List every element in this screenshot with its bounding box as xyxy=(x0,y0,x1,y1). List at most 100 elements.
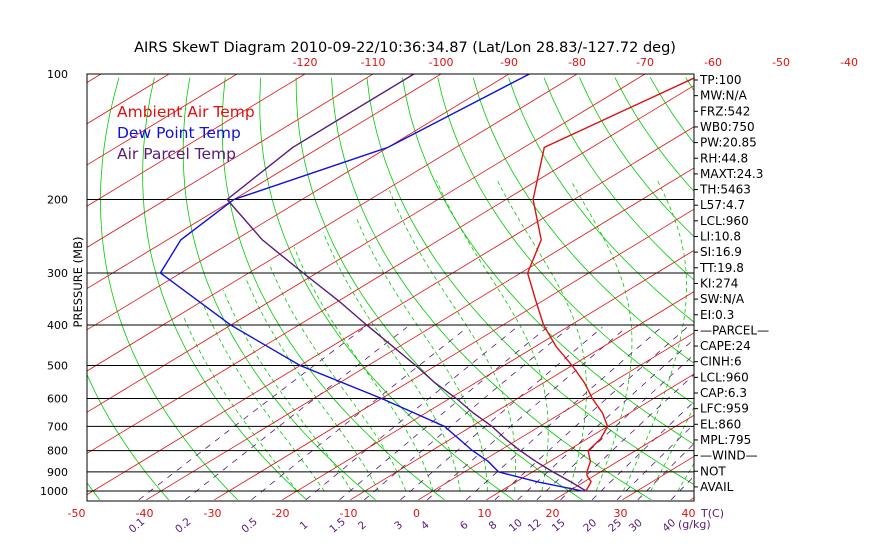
air-parcel-temp-line xyxy=(226,74,587,492)
top-temperature-tick-label: -40 xyxy=(840,56,858,69)
dry-adiabat-line xyxy=(863,78,870,500)
mixing-ratio-line xyxy=(616,423,694,501)
index-value: —WIND— xyxy=(700,449,758,463)
mixing-ratio-tick-label: 30 xyxy=(627,517,645,535)
top-temperature-tick-label: -80 xyxy=(568,56,586,69)
mixing-ratio-line xyxy=(591,401,694,501)
index-value: TP:100 xyxy=(699,73,742,87)
mixing-ratio-line xyxy=(670,475,694,501)
isotherm-line xyxy=(146,167,694,501)
index-value: CINH:6 xyxy=(700,355,742,369)
legend-air-parcel-temp: Air Parcel Temp xyxy=(117,145,236,163)
moist-adiabat-line xyxy=(245,278,379,492)
mixing-ratio-tick-label: 10 xyxy=(507,517,525,535)
y-axis-label: PRESSURE (MB) xyxy=(71,237,85,328)
index-value: —PARCEL— xyxy=(700,323,769,337)
mixing-ratio-line xyxy=(339,326,548,501)
index-value: MPL:795 xyxy=(700,433,751,447)
index-value: SW:N/A xyxy=(700,292,745,306)
legend-dew-point-temp: Dew Point Temp xyxy=(117,124,241,142)
pressure-tick-label: 1000 xyxy=(40,485,68,498)
dew-point-temp-line xyxy=(159,74,583,492)
moist-adiabat-line xyxy=(293,246,434,492)
mixing-ratio-line xyxy=(184,326,408,501)
mixing-ratio-line xyxy=(305,326,517,501)
moist-adiabat-line xyxy=(496,180,587,492)
index-value: L57:4.7 xyxy=(700,198,745,212)
isotherm-line xyxy=(87,85,694,454)
bottom-temperature-tick-label: 40 xyxy=(682,507,696,520)
index-value: FRZ:542 xyxy=(700,104,750,118)
top-temperature-tick-label: -120 xyxy=(293,56,318,69)
moist-adiabat-line xyxy=(355,216,488,492)
pressure-tick-label: 700 xyxy=(47,420,68,433)
moist-adiabat-line xyxy=(182,315,298,492)
pressure-tick-label: 900 xyxy=(47,466,68,479)
pressure-tick-label: 500 xyxy=(47,359,68,372)
top-temperature-tick-label: -60 xyxy=(704,56,722,69)
mixing-ratio-tick-label: 4 xyxy=(419,519,432,533)
bottom-temperature-tick-label: -50 xyxy=(68,507,86,520)
isotherm-line xyxy=(87,74,374,248)
dry-adiabat-line xyxy=(259,77,514,501)
mixing-ratio-tick-label: 2 xyxy=(356,519,369,532)
mixing-ratio-line xyxy=(138,326,365,501)
index-value: TH:5463 xyxy=(699,183,751,197)
bottom-temperature-tick-label: -10 xyxy=(340,507,358,520)
index-value: NOT xyxy=(700,464,726,478)
moist-adiabat-line xyxy=(322,232,461,492)
dry-adiabat-line xyxy=(472,77,694,364)
mixing-ratio-line xyxy=(251,326,468,501)
moist-adiabat-line xyxy=(436,180,549,492)
dry-adiabat-line xyxy=(87,482,101,501)
index-value: CAP:6.3 xyxy=(700,386,747,400)
mixing-ratio-line xyxy=(494,326,688,501)
moist-adiabat-line xyxy=(650,405,694,492)
isotherm-line xyxy=(87,74,442,290)
bottom-temperature-tick-label: -30 xyxy=(204,507,222,520)
index-value: LCL:960 xyxy=(700,214,749,228)
mixing-ratio-line xyxy=(465,326,662,501)
dry-adiabat-line xyxy=(295,77,583,501)
temperature-unit-label: T(C) xyxy=(700,507,724,520)
plot-frame xyxy=(86,73,695,502)
index-value: KI:274 xyxy=(700,276,738,290)
top-temperature-tick-label: -70 xyxy=(636,56,654,69)
isotherm-line xyxy=(87,126,694,496)
mixing-ratio-line xyxy=(426,326,627,501)
isotherm-line xyxy=(486,373,694,501)
top-temperature-tick-label: -90 xyxy=(500,56,518,69)
mixing-ratio-unit-label: (g/kg) xyxy=(678,518,711,531)
dry-adiabat-line xyxy=(100,77,238,501)
mixing-ratio-tick-label: 3 xyxy=(392,519,405,532)
ambient-air-temp-line xyxy=(526,77,694,492)
index-value: EL:860 xyxy=(700,417,741,431)
isotherm-line xyxy=(826,55,870,500)
isotherm-line xyxy=(87,74,170,125)
mixing-ratio-tick-label: 12 xyxy=(526,517,544,535)
dry-adiabat-line xyxy=(142,77,307,501)
index-value: PW:20.85 xyxy=(700,136,757,150)
index-value: SI:16.9 xyxy=(700,245,742,259)
dry-adiabat-line xyxy=(366,77,694,485)
pressure-tick-label: 300 xyxy=(47,267,68,280)
bottom-temperature-tick-label: 10 xyxy=(478,507,492,520)
mixing-ratio-tick-label: 1 xyxy=(298,519,311,532)
top-temperature-tick-label: -100 xyxy=(429,56,454,69)
mixing-ratio-line xyxy=(536,354,694,501)
mixing-ratio-line xyxy=(400,326,603,501)
dry-adiabat-line xyxy=(331,77,652,501)
mixing-ratio-tick-label: 20 xyxy=(581,517,599,535)
isotherm-line xyxy=(350,291,694,501)
moist-adiabat-line xyxy=(677,462,694,492)
pressure-tick-label: 400 xyxy=(47,319,68,332)
chart-title: AIRS SkewT Diagram 2010-09-22/10:36:34.8… xyxy=(134,40,676,56)
mixing-ratio-tick-label: 0.5 xyxy=(239,516,260,536)
pressure-tick-label: 100 xyxy=(47,68,68,81)
mixing-ratio-tick-label: 0.2 xyxy=(173,516,194,536)
moist-adiabat-line xyxy=(203,305,325,492)
isotherm-line xyxy=(87,74,238,166)
mixing-ratio-tick-label: 6 xyxy=(458,519,471,533)
dry-adiabat-line xyxy=(182,77,376,501)
